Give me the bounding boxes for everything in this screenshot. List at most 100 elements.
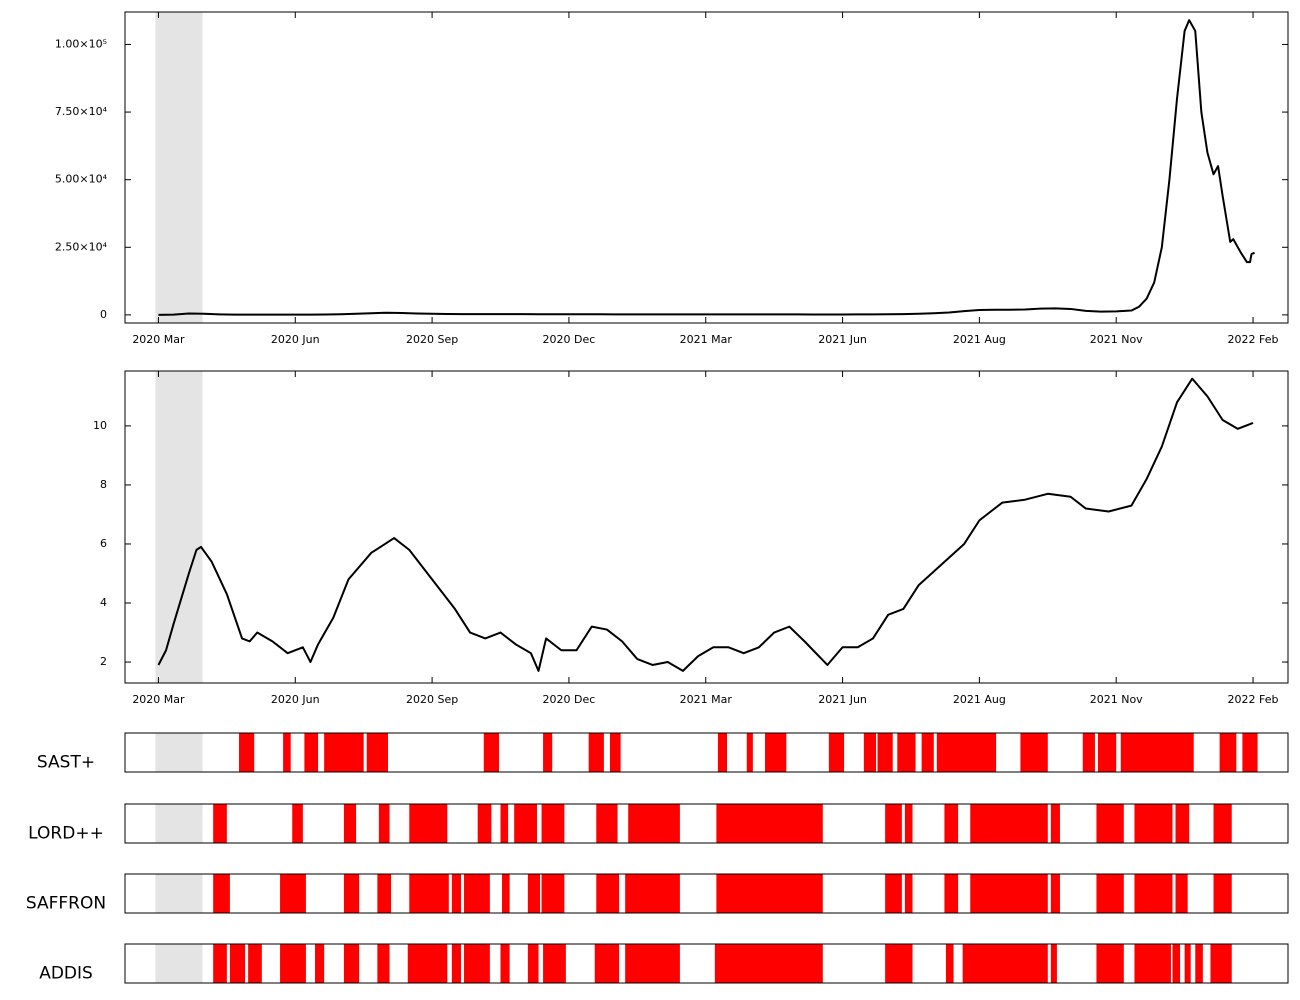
interval	[588, 733, 604, 772]
interval	[248, 944, 262, 983]
interval	[970, 804, 1048, 843]
x-tick-label: 2020 Mar	[132, 693, 185, 706]
row-label: LORD++	[28, 824, 104, 844]
interval	[885, 944, 913, 983]
x-tick-label: 2021 Mar	[680, 333, 733, 346]
interval	[464, 874, 490, 913]
shade-region	[155, 371, 203, 683]
interval	[1242, 733, 1258, 772]
interval	[970, 874, 1048, 913]
interval	[343, 804, 357, 843]
x-tick-label: 2020 Mar	[132, 333, 185, 346]
interval	[527, 944, 539, 983]
interval	[1020, 733, 1048, 772]
series-line	[157, 377, 1254, 672]
interval	[765, 733, 787, 772]
y-tick-label: 10	[93, 419, 107, 432]
interval	[409, 874, 449, 913]
interval	[877, 733, 893, 772]
interval	[283, 733, 291, 772]
interval	[904, 874, 913, 913]
interval	[527, 874, 541, 913]
interval	[904, 804, 913, 843]
interval	[1184, 944, 1191, 983]
interval	[239, 733, 255, 772]
interval	[625, 874, 680, 913]
interval	[716, 874, 823, 913]
interval	[543, 944, 566, 983]
interval	[945, 944, 954, 983]
x-tick-label: 2021 Nov	[1090, 693, 1143, 706]
interval	[717, 733, 728, 772]
x-tick-label: 2021 Aug	[953, 333, 1006, 346]
interval	[541, 874, 565, 913]
interval	[1096, 804, 1124, 843]
interval	[464, 944, 490, 983]
y-tick-label: 2	[100, 655, 107, 668]
interval	[885, 804, 902, 843]
shade-region	[155, 804, 203, 843]
interval	[1195, 944, 1203, 983]
y-tick-label: 0	[100, 308, 107, 321]
frame-outline	[124, 732, 1289, 773]
interval	[596, 874, 620, 913]
interval	[1134, 874, 1173, 913]
interval	[1219, 733, 1237, 772]
interval	[746, 733, 753, 772]
interval	[315, 944, 325, 983]
interval	[280, 944, 306, 983]
interval	[343, 944, 360, 983]
interval	[1134, 944, 1171, 983]
interval	[280, 874, 306, 913]
x-tick-label: 2020 Dec	[543, 333, 596, 346]
interval	[1050, 874, 1060, 913]
interval	[541, 804, 565, 843]
shade-region	[155, 733, 203, 772]
interval	[1175, 874, 1188, 913]
interval	[451, 944, 461, 983]
interval	[213, 874, 230, 913]
y-tick-label: 6	[100, 537, 107, 550]
x-tick-label: 2021 Jun	[818, 693, 867, 706]
interval	[324, 733, 364, 772]
x-tick-label: 2020 Dec	[543, 693, 596, 706]
interval	[885, 874, 902, 913]
shade-region	[155, 874, 203, 913]
y-tick-label: 8	[100, 478, 107, 491]
interval	[1050, 944, 1057, 983]
interval	[1213, 874, 1232, 913]
y-tick-label: 5.00×10⁴	[55, 173, 108, 186]
interval	[377, 874, 392, 913]
interval	[1120, 733, 1194, 772]
interval	[229, 944, 246, 983]
interval	[1172, 944, 1181, 983]
frame-outline	[124, 943, 1289, 984]
x-tick-label: 2020 Jun	[271, 333, 320, 346]
x-tick-label: 2020 Sep	[406, 333, 458, 346]
frame-outline	[124, 803, 1289, 844]
interval	[514, 804, 537, 843]
interval	[628, 804, 680, 843]
interval	[1096, 944, 1124, 983]
x-tick-label: 2021 Mar	[680, 693, 733, 706]
interval	[343, 874, 360, 913]
frame	[124, 11, 1289, 324]
x-tick-label: 2020 Sep	[406, 693, 458, 706]
interval	[1082, 733, 1095, 772]
x-tick-label: 2021 Jun	[818, 333, 867, 346]
interval	[304, 733, 319, 772]
interval	[213, 944, 227, 983]
interval	[625, 944, 680, 983]
interval	[863, 733, 877, 772]
series-line	[158, 19, 1255, 316]
x-tick-label: 2020 Jun	[271, 693, 320, 706]
interval	[451, 874, 461, 913]
interval	[1050, 804, 1060, 843]
y-tick-label: 1.00×10⁵	[55, 37, 107, 50]
interval	[596, 804, 618, 843]
interval	[944, 874, 959, 913]
interval	[477, 804, 492, 843]
frame	[124, 803, 1289, 844]
interval	[409, 804, 448, 843]
